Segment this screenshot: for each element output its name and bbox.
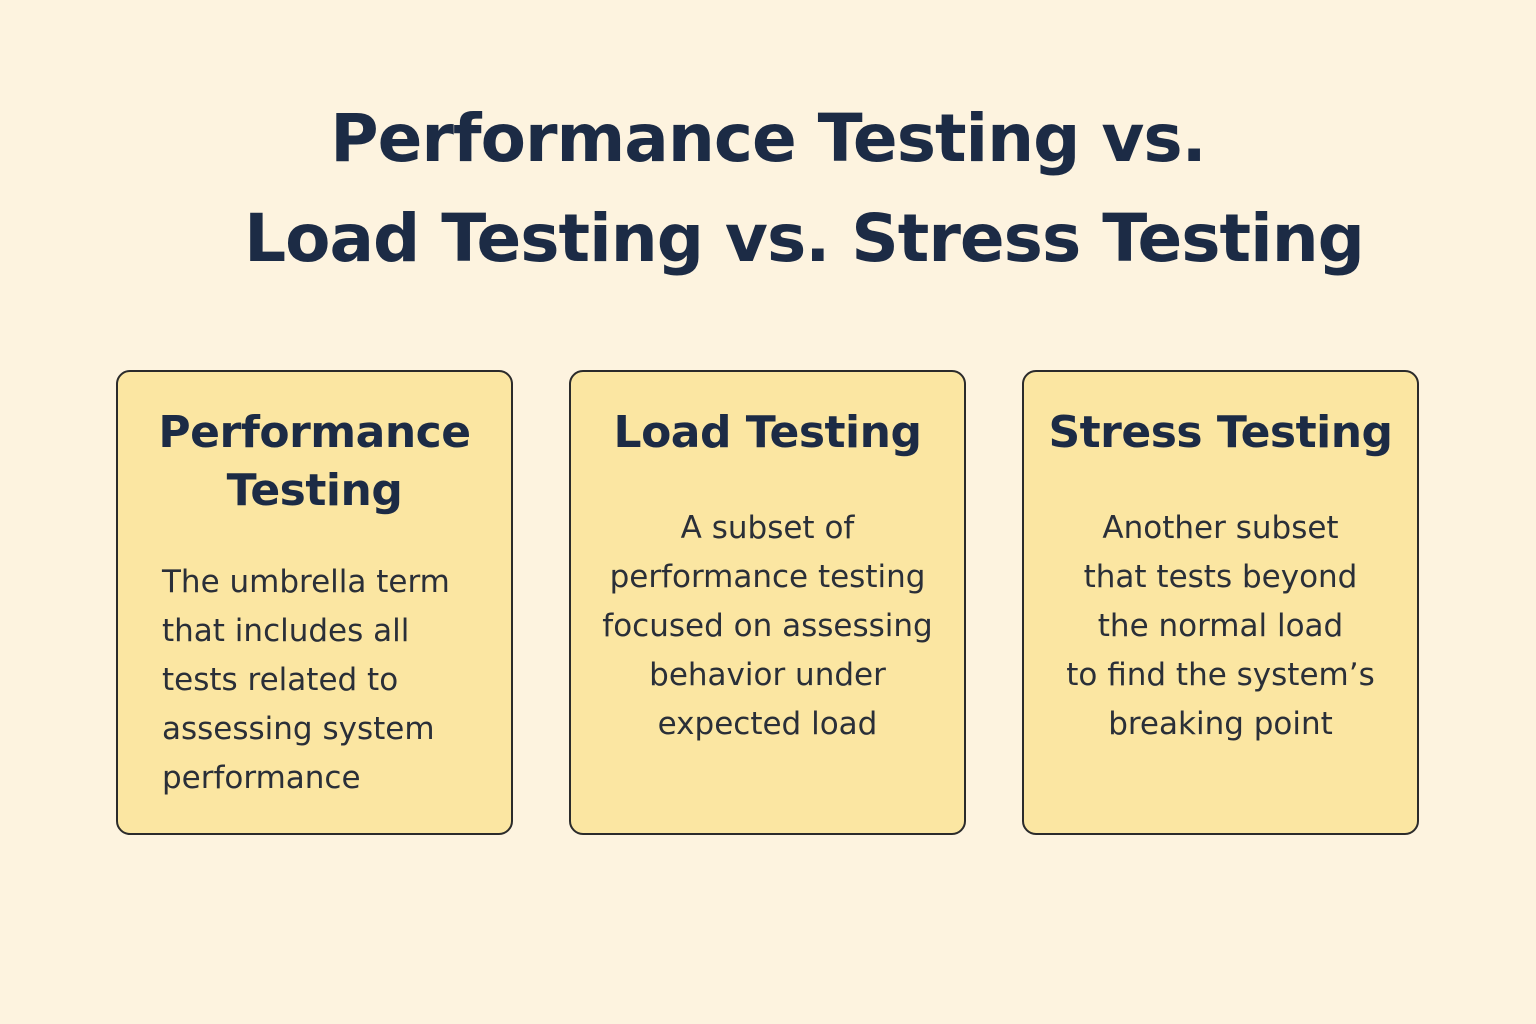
card: Performance Testing The umbrella term that…: [116, 370, 513, 835]
body-line: performance testing: [609, 559, 926, 595]
body-line: The umbrella term: [162, 564, 450, 600]
body-line: A subset of: [680, 510, 855, 546]
card-heading: Performance Testing: [158, 407, 471, 516]
card-body: The umbrella term that includes all tests …: [162, 558, 491, 803]
body-line: to find the system’s: [1066, 657, 1375, 693]
card: Load Testing A subset of performance testi…: [569, 370, 966, 835]
card-heading: Load Testing: [613, 407, 922, 458]
body-line: Another subset: [1102, 510, 1339, 546]
body-line: assessing system: [162, 711, 435, 747]
card-heading: Stress Testing: [1048, 407, 1393, 458]
body-line: tests related to: [162, 662, 399, 698]
title-line: Performance Testing vs.: [330, 100, 1207, 177]
body-line: that tests beyond: [1083, 559, 1358, 595]
card: Stress Testing Another subset that tests b…: [1022, 370, 1419, 835]
body-line: performance: [162, 760, 361, 796]
body-line: the normal load: [1097, 608, 1344, 644]
body-line: that includes all: [162, 613, 410, 649]
card-body: A subset of performance testing focused on…: [591, 504, 944, 749]
body-line: behavior under: [649, 657, 886, 693]
body-line: breaking point: [1108, 706, 1333, 742]
body-line: expected load: [657, 706, 878, 742]
title-line: Load Testing vs. Stress Testing: [244, 200, 1365, 277]
body-line: focused on assessing: [602, 608, 933, 644]
card-body: Another subset that tests beyond the norma…: [1044, 504, 1397, 749]
